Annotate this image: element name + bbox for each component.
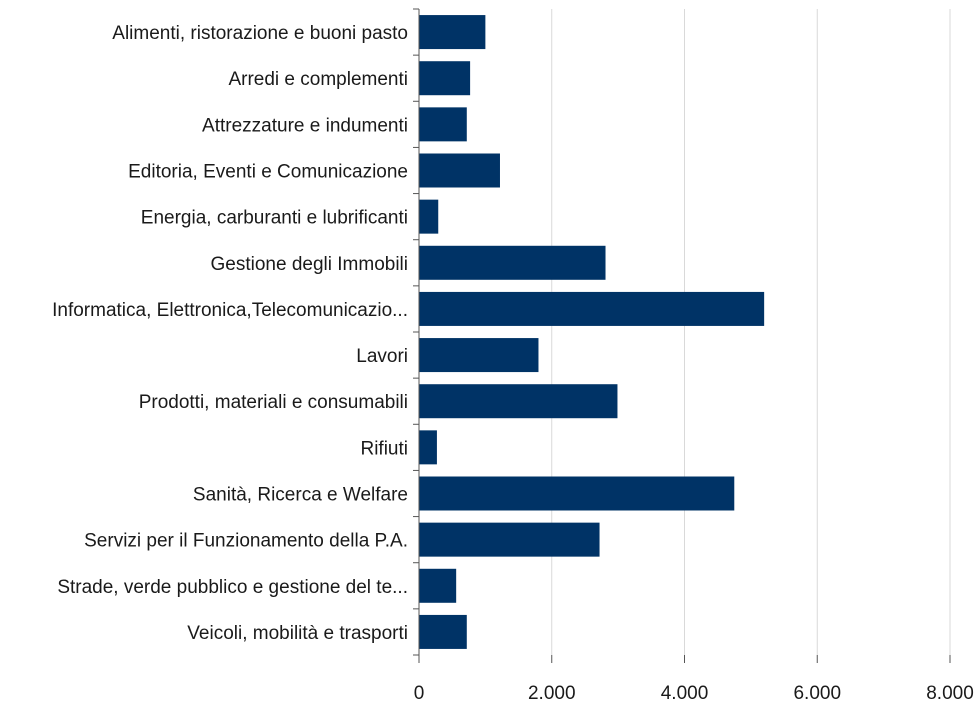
x-tick-label: 8.000	[926, 683, 974, 704]
bar	[419, 614, 467, 649]
bar	[419, 291, 765, 326]
x-tick-label: 0	[414, 683, 425, 704]
category-label: Attrezzature e indumenti	[202, 115, 408, 136]
bar	[419, 153, 500, 188]
category-label: Rifiuti	[360, 438, 408, 459]
bar	[419, 430, 437, 465]
x-tick-label: 2.000	[528, 683, 576, 704]
category-label: Energia, carburanti e lubrificanti	[141, 208, 408, 229]
category-label: Alimenti, ristorazione e buoni pasto	[112, 23, 408, 44]
category-label: Veicoli, mobilità e trasporti	[187, 623, 408, 644]
category-label: Prodotti, materiali e consumabili	[139, 392, 408, 413]
bar	[419, 245, 606, 280]
bar	[419, 61, 471, 96]
category-label: Lavori	[356, 346, 408, 367]
axes	[413, 8, 951, 663]
bars	[419, 15, 765, 649]
bar	[419, 476, 735, 511]
x-tick-labels: 0 2.000 4.000 6.000 8.000	[414, 683, 974, 704]
category-label: Sanità, Ricerca e Welfare	[193, 485, 408, 506]
category-label: Gestione degli Immobili	[211, 254, 408, 275]
bar	[419, 107, 467, 142]
bar	[419, 384, 618, 419]
bar	[419, 568, 457, 603]
category-label: Editoria, Eventi e Comunicazione	[128, 162, 408, 183]
category-label: Strade, verde pubblico e gestione del te…	[57, 577, 408, 598]
gridlines	[551, 9, 951, 655]
bar	[419, 199, 439, 234]
x-tick-label: 6.000	[793, 683, 841, 704]
category-labels: Alimenti, ristorazione e buoni pasto Arre…	[52, 23, 408, 644]
category-label: Servizi per il Funzionamento della P.A.	[84, 531, 408, 552]
bar	[419, 15, 486, 50]
x-tick-label: 4.000	[661, 683, 709, 704]
bar	[419, 338, 539, 373]
category-label: Informatica, Elettronica,Telecomunicazio…	[52, 300, 408, 321]
bar	[419, 522, 600, 557]
category-label: Arredi e complementi	[228, 69, 408, 90]
